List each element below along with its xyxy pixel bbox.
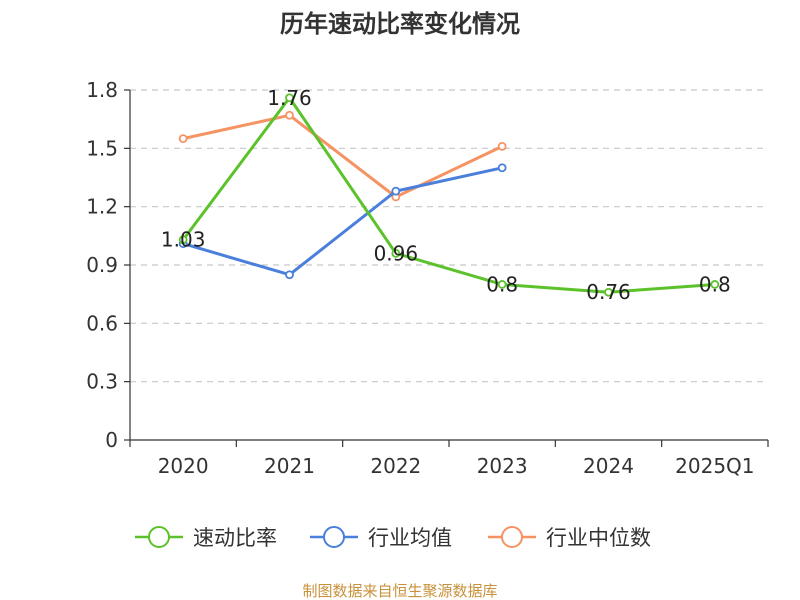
legend-label: 行业均值 xyxy=(368,526,452,550)
y-tick-label: 0 xyxy=(105,428,118,452)
series-line xyxy=(181,96,715,294)
y-tick-label: 1.8 xyxy=(86,78,118,102)
series-line xyxy=(182,166,503,277)
data-label: 0.8 xyxy=(699,272,731,296)
data-label: 0.8 xyxy=(486,272,518,296)
legend-item[interactable]: 速动比率 xyxy=(135,526,277,550)
data-point[interactable] xyxy=(285,93,294,103)
y-tick-label: 1.5 xyxy=(86,136,118,160)
data-point[interactable] xyxy=(285,110,294,120)
legend-item[interactable]: 行业中位数 xyxy=(488,526,651,550)
legend-label: 速动比率 xyxy=(193,526,277,550)
data-point[interactable] xyxy=(178,134,188,144)
legend-marker xyxy=(323,526,345,548)
x-tick-label: 2025Q1 xyxy=(675,454,754,478)
y-tick-label: 1.2 xyxy=(86,195,118,219)
x-tick-label: 2021 xyxy=(264,454,315,478)
x-tick-label: 2020 xyxy=(158,454,209,478)
data-label: 1.03 xyxy=(161,228,206,252)
data-label: 0.96 xyxy=(374,241,419,265)
source-note: 制图数据来自恒生聚源数据库 xyxy=(302,582,497,600)
y-tick-label: 0.3 xyxy=(86,370,118,394)
legend-label: 行业中位数 xyxy=(546,526,651,550)
data-point[interactable] xyxy=(497,163,507,173)
legend-marker xyxy=(148,526,170,548)
legend-marker xyxy=(501,526,523,548)
x-tick-label: 2023 xyxy=(477,454,528,478)
data-label: 1.76 xyxy=(267,86,312,110)
data-point[interactable] xyxy=(497,141,507,151)
data-label: 0.76 xyxy=(586,280,631,304)
data-point[interactable] xyxy=(391,186,401,196)
x-tick-label: 2022 xyxy=(370,454,421,478)
x-tick-label: 2024 xyxy=(583,454,634,478)
series-line xyxy=(182,113,503,199)
y-tick-label: 0.6 xyxy=(86,311,118,335)
legend-item[interactable]: 行业均值 xyxy=(310,526,452,550)
chart-title: 历年速动比率变化情况 xyxy=(280,10,520,38)
data-point[interactable] xyxy=(178,235,188,245)
y-tick-label: 0.9 xyxy=(86,253,118,277)
data-point[interactable] xyxy=(391,248,401,258)
data-point[interactable] xyxy=(710,280,720,289)
data-point[interactable] xyxy=(285,270,294,280)
data-point[interactable] xyxy=(604,287,613,297)
data-point[interactable] xyxy=(497,280,507,289)
